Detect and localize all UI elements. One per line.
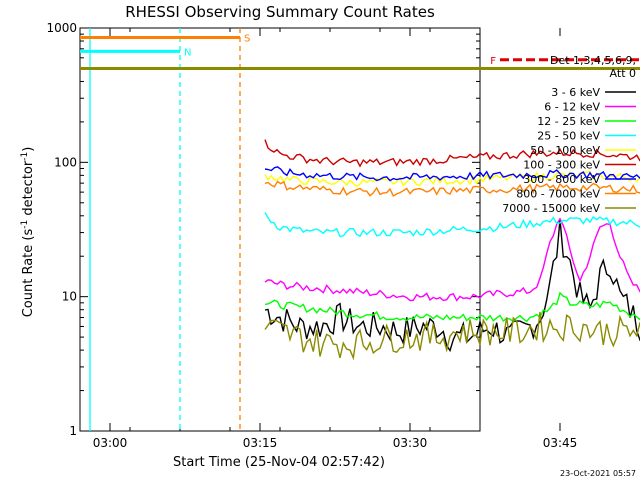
legend-label: 50 - 100 keV xyxy=(530,144,600,157)
series-line xyxy=(264,291,640,323)
y-label-part2: detector xyxy=(21,160,36,220)
flag-label-n: N xyxy=(184,47,191,58)
legend-label: 25 - 50 keV xyxy=(537,130,600,143)
series-line xyxy=(264,219,640,353)
series-lines xyxy=(264,139,640,361)
axes-ticks: 03:0003:1503:3003:4504:0004:1504:3011010… xyxy=(46,21,578,450)
flag-bars: SNFFD1FD2 xyxy=(80,33,640,70)
y-label-part3: ) xyxy=(21,147,36,152)
x-tick-label: 03:15 xyxy=(243,436,278,450)
series-line xyxy=(264,311,640,361)
x-tick-label: 03:00 xyxy=(93,436,128,450)
flag-label-f: F xyxy=(490,56,496,67)
y-tick-label: 10 xyxy=(62,290,77,304)
series-line xyxy=(264,212,640,238)
y-tick-label: 1000 xyxy=(46,21,77,35)
legend-label: 3 - 6 keV xyxy=(551,86,600,99)
x-tick-label: 03:45 xyxy=(543,436,578,450)
timestamp: 23-Oct-2021 05:57 xyxy=(560,469,636,478)
series-line xyxy=(264,166,640,182)
legend-label: 300 - 800 keV xyxy=(523,173,600,186)
legend: Det 1,3,4,5,6,9, Att 0 3 - 6 keV 6 - 12 k… xyxy=(502,54,636,215)
legend-label: 100 - 300 keV xyxy=(523,159,600,172)
legend-label: 12 - 25 keV xyxy=(537,115,600,128)
legend-label: 7000 - 15000 keV xyxy=(502,202,600,215)
y-label-sup1: -1 xyxy=(20,220,30,229)
x-tick-label: 03:30 xyxy=(393,436,428,450)
legend-header-line1: Det 1,3,4,5,6,9, xyxy=(550,54,636,67)
y-label-sup2: -1 xyxy=(20,152,30,161)
series-line xyxy=(264,139,640,168)
x-axis-label: Start Time (25-Nov-04 02:57:42) xyxy=(173,455,385,470)
legend-header-line2: Att 0 xyxy=(610,67,636,80)
series-line xyxy=(264,180,640,197)
series-line xyxy=(264,217,640,302)
legend-label: 800 - 7000 keV xyxy=(516,188,600,201)
legend-label: 6 - 12 keV xyxy=(544,101,600,114)
y-tick-label: 1 xyxy=(69,424,77,438)
y-axis-label: Count Rate (s-1 detector-1) xyxy=(20,147,36,318)
orbit-boundaries xyxy=(89,28,241,431)
chart-title: RHESSI Observing Summary Count Rates xyxy=(125,3,435,21)
y-label-part1: Count Rate (s xyxy=(21,229,36,318)
flag-label-s: S xyxy=(244,33,250,44)
y-tick-label: 100 xyxy=(54,155,77,169)
